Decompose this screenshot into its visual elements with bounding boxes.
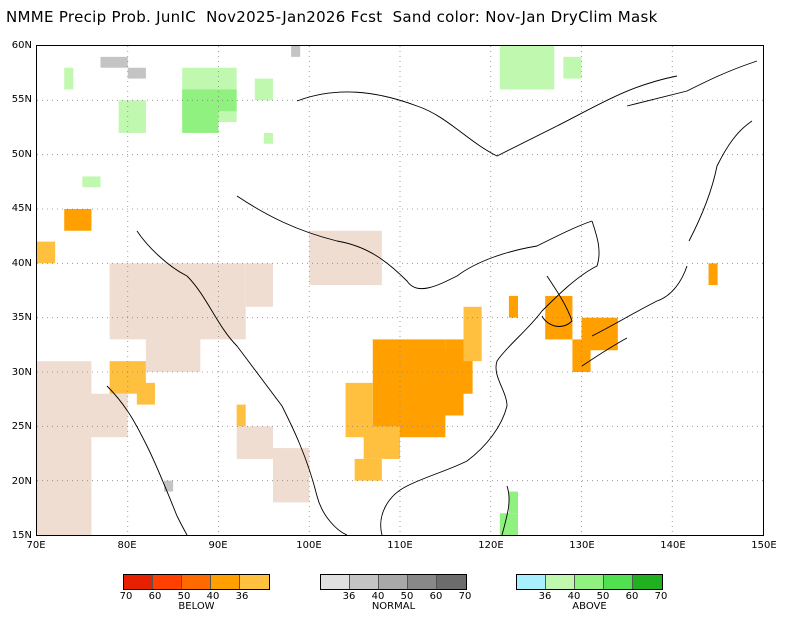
legend-below-swatch-70: [124, 575, 153, 589]
legend-above-tick: 50: [596, 591, 610, 602]
legend-below-swatch-50: [182, 575, 211, 589]
below-40-cell: [708, 263, 718, 286]
lat-label-45n: 45N: [11, 203, 32, 214]
dry-mask-cell: [91, 393, 128, 438]
lat-label-15n: 15N: [11, 530, 32, 541]
lon-label-90e: 90E: [208, 540, 228, 551]
legend-normal-tick: 36: [342, 591, 356, 602]
lon-label-120e: 120E: [478, 540, 504, 551]
legend-normal-swatch-4: [408, 575, 437, 589]
legend-normal-swatch-1: [321, 575, 350, 589]
lon-label-70e: 70E: [26, 540, 46, 551]
below-36-cell: [463, 306, 482, 362]
dry-mask-cell: [109, 263, 246, 340]
normal-cell: [164, 480, 174, 492]
dry-mask-cell: [236, 426, 273, 459]
legend-above-tick: 40: [567, 591, 581, 602]
below-36-cell: [363, 426, 400, 459]
legend-above-swatch-70: [633, 575, 662, 589]
legend-above-colorbar: [516, 574, 663, 590]
map-frame: [36, 45, 764, 536]
legend-above-label: ABOVE: [572, 601, 607, 612]
lat-label-55n: 55N: [11, 94, 32, 105]
lat-label-40n: 40N: [11, 258, 32, 269]
legend-below-tick: 36: [235, 591, 249, 602]
legend-below-swatch-36: [240, 575, 269, 589]
legend-normal-swatch-5: [437, 575, 466, 589]
below-36-cell: [236, 404, 246, 427]
normal-cell: [127, 67, 146, 79]
below-36-cell: [136, 382, 155, 405]
legend-below-tick: 70: [119, 591, 133, 602]
legend-below-tick: 40: [206, 591, 220, 602]
above-36-cell: [82, 176, 101, 188]
above-40-cell: [182, 89, 219, 133]
legend-normal-colorbar: [320, 574, 467, 590]
below-40-cell: [572, 339, 591, 372]
map-canvas: [37, 46, 763, 535]
legend-above-tick: 36: [538, 591, 552, 602]
legend-below-swatch-40: [211, 575, 240, 589]
legend-normal: 36 40 50 60 70 NORMAL: [320, 574, 471, 612]
lat-label-60n: 60N: [11, 40, 32, 51]
normal-cell: [100, 56, 128, 68]
below-36-cell: [37, 241, 56, 264]
dry-mask-cell: [309, 230, 382, 286]
below-40-cell: [508, 295, 518, 318]
legend-normal-tick: 60: [429, 591, 443, 602]
lon-label-130e: 130E: [569, 540, 595, 551]
lat-label-35n: 35N: [11, 312, 32, 323]
dry-mask-cell: [272, 448, 310, 503]
legend-above-swatch-60: [604, 575, 633, 589]
above-36-cell: [263, 132, 273, 144]
legend-above-tick: 70: [654, 591, 668, 602]
above-36-cell: [118, 100, 146, 133]
legend-below-tick: 50: [177, 591, 191, 602]
dry-mask-cell: [245, 263, 273, 307]
below-40-cell: [545, 295, 573, 340]
legend-below: 70 60 50 40 36 BELOW: [119, 574, 270, 612]
probability-cells: [37, 46, 718, 535]
below-36-cell: [354, 458, 382, 481]
above-36-cell: [499, 46, 555, 90]
legend-below-tick: 60: [148, 591, 162, 602]
lat-label-50n: 50N: [11, 149, 32, 160]
legend-normal-swatch-3: [379, 575, 408, 589]
above-40-cell: [499, 513, 518, 535]
lon-label-110e: 110E: [387, 540, 413, 551]
map-title: NMME Precip Prob. JunIC Nov2025-Jan2026 …: [6, 8, 658, 26]
lat-label-25n: 25N: [11, 421, 32, 432]
dry-mask-cell: [37, 361, 92, 535]
legend-below-label: BELOW: [178, 601, 215, 612]
legend-normal-tick: 50: [400, 591, 414, 602]
legend-normal-tick: 70: [458, 591, 472, 602]
legend-above-swatch-40: [546, 575, 575, 589]
lon-label-150e: 150E: [751, 540, 777, 551]
dry-mask-cell: [145, 328, 201, 372]
normal-cell: [291, 46, 301, 57]
above-40-cell: [508, 491, 518, 514]
legend-normal-swatch-2: [350, 575, 379, 589]
dry-climate-mask: [37, 230, 382, 535]
above-36-cell: [64, 67, 74, 90]
legend-above-swatch-36: [517, 575, 546, 589]
lat-label-30n: 30N: [11, 367, 32, 378]
legend-normal-label: NORMAL: [371, 601, 416, 612]
lat-label-20n: 20N: [11, 476, 32, 487]
above-36-cell: [254, 78, 273, 101]
above-36-cell: [563, 56, 582, 79]
graticule: [37, 46, 763, 535]
legend-below-swatch-60: [153, 575, 182, 589]
legend-above-tick: 60: [625, 591, 639, 602]
lon-label-100e: 100E: [296, 540, 322, 551]
legend-below-colorbar: [123, 574, 270, 590]
lon-label-80e: 80E: [117, 540, 137, 551]
legend-above-swatch-50: [575, 575, 604, 589]
coastlines: [106, 60, 758, 535]
legend-normal-tick: 40: [371, 591, 385, 602]
below-40-cell: [64, 209, 92, 231]
lon-label-140e: 140E: [660, 540, 686, 551]
legend-above: 36 40 50 60 70 ABOVE: [516, 574, 667, 612]
